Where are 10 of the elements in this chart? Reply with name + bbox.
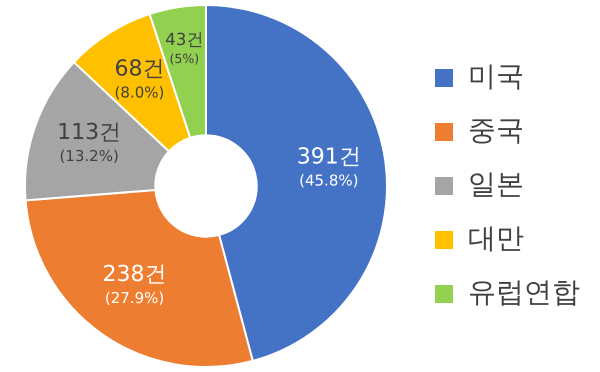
legend-label: 유럽연합 bbox=[468, 275, 580, 308]
data-label: 238건 (27.9%) bbox=[102, 262, 167, 308]
data-label: 43건 (5%) bbox=[165, 29, 204, 66]
legend-label: 대만 bbox=[468, 221, 524, 254]
legend-label: 중국 bbox=[468, 113, 524, 146]
data-label: 113건 (13.2%) bbox=[57, 120, 122, 165]
legend-label: 미국 bbox=[468, 59, 524, 92]
data-label: 391건 (45.8%) bbox=[296, 144, 361, 190]
legend-label: 일본 bbox=[468, 167, 524, 200]
data-label: 68건 (8.0%) bbox=[114, 56, 164, 102]
